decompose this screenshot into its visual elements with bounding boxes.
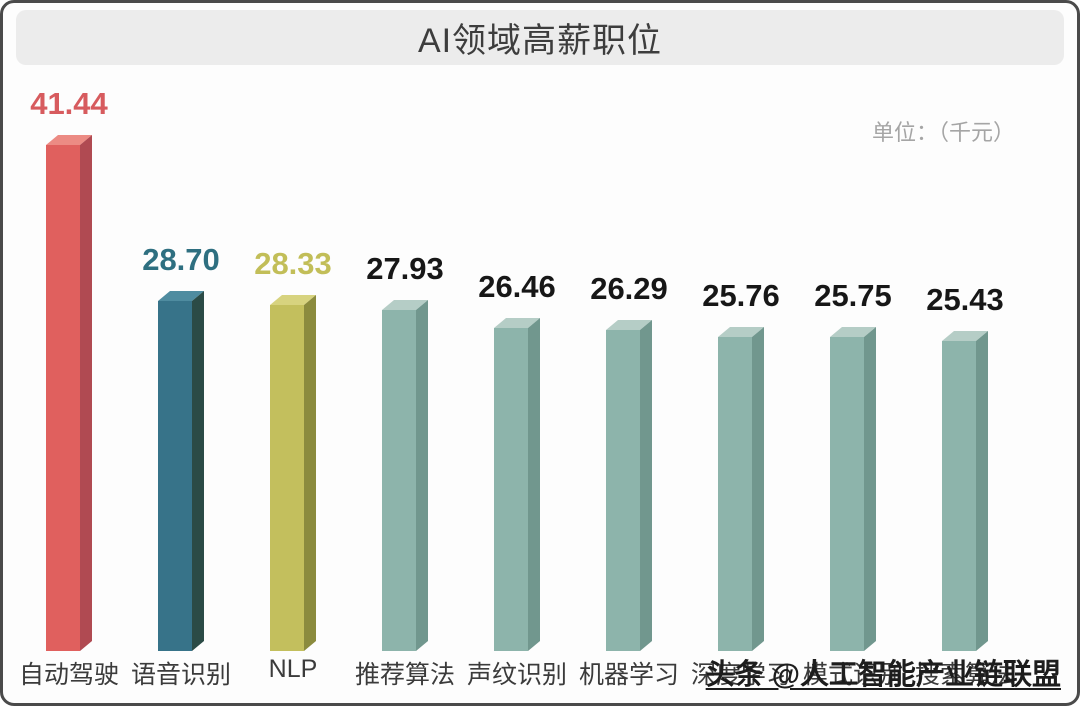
category-label-0: 自动驾驶 <box>18 661 119 689</box>
bar-value-label: 26.46 <box>478 269 556 304</box>
bar-value-label: 28.70 <box>142 242 220 277</box>
bar-column-4: 26.46 <box>461 269 573 651</box>
unit-label: 单位：（千元） <box>871 120 1015 145</box>
category-label-8: 搜索算法 <box>914 661 1015 689</box>
bar-column-2: 28.33 <box>237 246 349 651</box>
chart-title-bar: AI领域高薪职位 <box>16 10 1064 65</box>
bar-column-6: 25.76 <box>685 278 797 651</box>
bar-3d <box>270 295 316 651</box>
bar-column-5: 26.29 <box>573 271 685 651</box>
bar-value-label: 26.29 <box>590 271 668 306</box>
bar-3d <box>494 318 540 651</box>
bar-value-label: 28.33 <box>254 246 332 281</box>
bar-column-7: 25.75 <box>797 278 909 651</box>
category-label-7: 模式识别 <box>802 661 903 689</box>
bar-3d <box>46 135 92 651</box>
bar-value-label: 25.76 <box>702 278 780 313</box>
bar-value-label: 41.44 <box>30 86 108 121</box>
category-label-4: 声纹识别 <box>466 661 567 689</box>
bar-3d <box>942 331 988 651</box>
bar-column-3: 27.93 <box>349 251 461 651</box>
bar-3d <box>606 320 652 651</box>
bar-value-label: 27.93 <box>366 251 444 286</box>
category-label-1: 语音识别 <box>130 661 231 689</box>
bar-value-label: 25.43 <box>926 282 1004 317</box>
chart-title: AI领域高薪职位 <box>417 22 663 60</box>
category-axis: 自动驾驶 语音识别 NLP 推荐算法 声纹识别 机器学习 深度学习 模式识别 搜索算法 <box>13 655 1021 691</box>
bar-column-0: 41.44 <box>13 86 125 651</box>
bar-chart-plot-area: 41.44 28.70 28.33 27.93 26.46 26.29 25.76 25.75… <box>13 86 1021 651</box>
bar-3d <box>830 327 876 651</box>
bar-value-label: 25.75 <box>814 278 892 313</box>
bar-column-1: 28.70 <box>125 242 237 651</box>
bar-3d <box>158 291 204 651</box>
category-label-3: 推荐算法 <box>354 661 455 689</box>
bar-3d <box>718 327 764 651</box>
category-label-6: 深度学习 <box>690 661 791 689</box>
watermark: 头条 @人工智能产业链联盟 <box>705 659 1061 691</box>
category-label-5: 机器学习 <box>578 661 679 689</box>
category-label-2: NLP <box>268 655 318 683</box>
bar-column-8: 25.43 <box>909 282 1021 651</box>
bar-3d <box>382 300 428 651</box>
